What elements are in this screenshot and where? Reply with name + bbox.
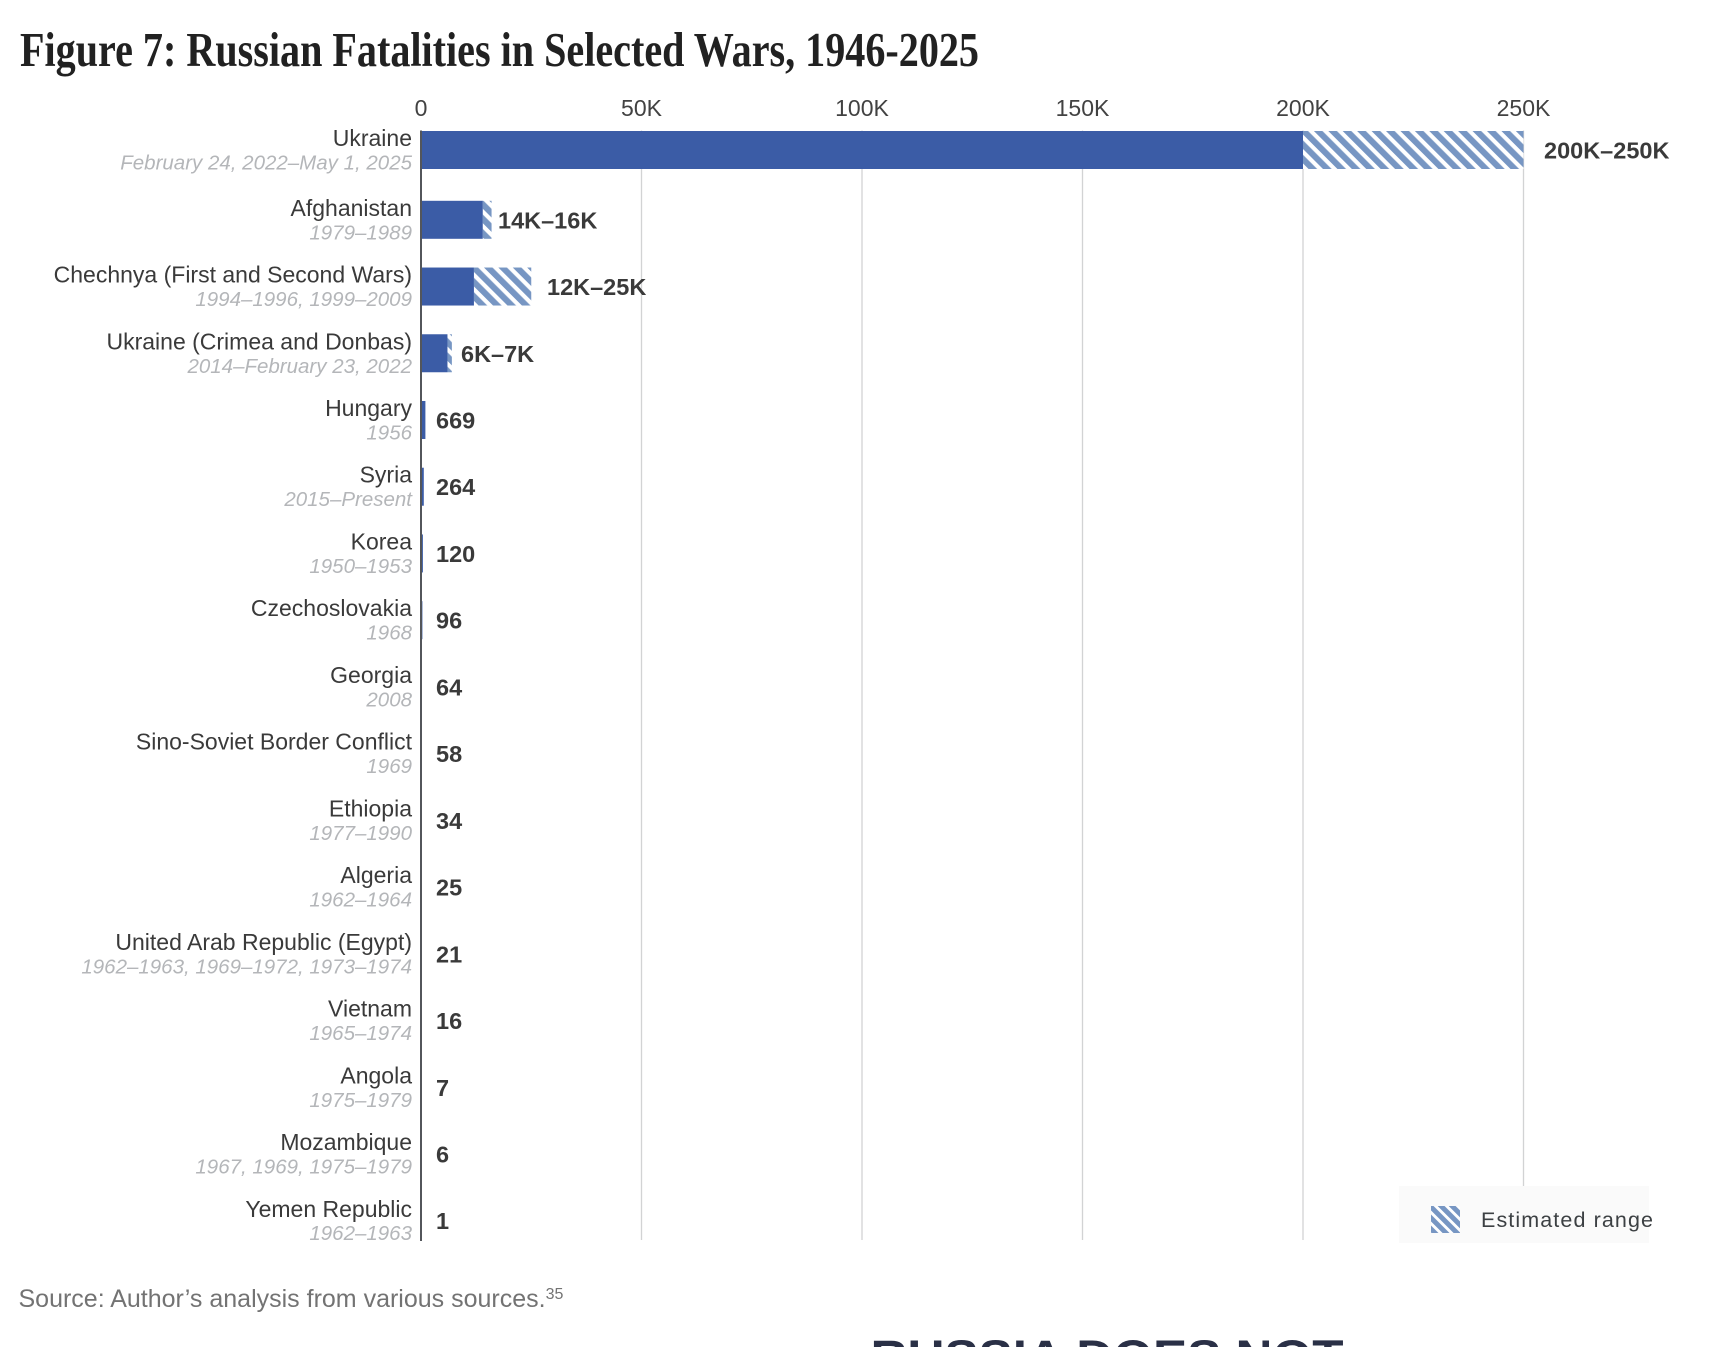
svg-text:6: 6 [436, 1142, 449, 1168]
svg-text:1962–1964: 1962–1964 [309, 889, 412, 912]
svg-text:12K–25K: 12K–25K [547, 274, 646, 300]
svg-text:1: 1 [436, 1208, 449, 1234]
svg-text:1956: 1956 [366, 422, 412, 445]
svg-text:Afghanistan: Afghanistan [291, 195, 412, 221]
svg-text:34: 34 [436, 808, 462, 834]
svg-text:1975–1979: 1975–1979 [309, 1089, 412, 1112]
svg-text:1967, 1969, 1975–1979: 1967, 1969, 1975–1979 [195, 1156, 412, 1179]
svg-text:1950–1953: 1950–1953 [309, 555, 412, 578]
svg-text:120: 120 [436, 541, 475, 567]
svg-text:RUSSIA DOES NOT: RUSSIA DOES NOT [871, 1331, 1344, 1347]
svg-text:1962–1963: 1962–1963 [309, 1222, 412, 1245]
svg-text:1969: 1969 [366, 755, 412, 778]
svg-text:50K: 50K [621, 95, 663, 121]
svg-text:7: 7 [436, 1075, 449, 1101]
svg-text:1962–1963, 1969–1972, 1973–197: 1962–1963, 1969–1972, 1973–1974 [81, 955, 412, 978]
svg-text:1977–1990: 1977–1990 [309, 822, 412, 845]
svg-text:Estimated range: Estimated range [1481, 1208, 1654, 1232]
svg-text:2015–Present: 2015–Present [283, 488, 413, 511]
svg-text:Mozambique: Mozambique [280, 1129, 412, 1155]
svg-text:Figure 7: Russian Fatalities i: Figure 7: Russian Fatalities in Selected… [20, 22, 979, 77]
svg-text:100K: 100K [835, 95, 889, 121]
svg-text:United Arab Republic (Egypt): United Arab Republic (Egypt) [115, 929, 412, 955]
svg-text:Vietnam: Vietnam [328, 996, 412, 1022]
svg-text:Ukraine (Crimea and Donbas): Ukraine (Crimea and Donbas) [106, 328, 412, 354]
svg-text:1968: 1968 [366, 622, 412, 645]
svg-text:200K: 200K [1276, 95, 1330, 121]
svg-text:0: 0 [415, 95, 428, 121]
svg-text:Syria: Syria [360, 462, 413, 488]
svg-text:Czechoslovakia: Czechoslovakia [251, 595, 412, 621]
svg-text:February 24, 2022–May 1, 2025: February 24, 2022–May 1, 2025 [120, 152, 412, 175]
svg-text:Chechnya (First and Second War: Chechnya (First and Second Wars) [54, 262, 412, 288]
svg-text:64: 64 [436, 674, 462, 700]
svg-text:6K–7K: 6K–7K [461, 341, 534, 367]
svg-text:25: 25 [436, 875, 462, 901]
svg-text:2014–February 23, 2022: 2014–February 23, 2022 [186, 355, 412, 378]
svg-text:Hungary: Hungary [325, 395, 412, 421]
svg-text:Korea: Korea [351, 529, 413, 555]
svg-text:Source: Author’s analysis from: Source: Author’s analysis from various s… [19, 1285, 564, 1313]
svg-text:Georgia: Georgia [330, 662, 412, 688]
svg-text:96: 96 [436, 608, 462, 634]
svg-text:Angola: Angola [340, 1062, 412, 1088]
svg-text:14K–16K: 14K–16K [498, 207, 597, 233]
svg-text:Algeria: Algeria [340, 862, 412, 888]
svg-text:Ethiopia: Ethiopia [329, 795, 412, 821]
svg-text:250K: 250K [1497, 95, 1551, 121]
svg-text:1979–1989: 1979–1989 [309, 221, 412, 244]
svg-text:Ukraine: Ukraine [333, 125, 412, 151]
svg-text:1965–1974: 1965–1974 [309, 1022, 412, 1045]
svg-text:Yemen Republic: Yemen Republic [245, 1196, 412, 1222]
svg-text:21: 21 [436, 941, 462, 967]
svg-text:2008: 2008 [365, 688, 412, 711]
svg-text:Sino-Soviet Border Conflict: Sino-Soviet Border Conflict [136, 729, 413, 755]
svg-text:264: 264 [436, 474, 475, 500]
svg-text:16: 16 [436, 1008, 462, 1034]
svg-text:58: 58 [436, 741, 462, 767]
svg-text:150K: 150K [1056, 95, 1110, 121]
svg-text:200K–250K: 200K–250K [1544, 138, 1669, 164]
svg-text:669: 669 [436, 408, 475, 434]
svg-text:1994–1996, 1999–2009: 1994–1996, 1999–2009 [195, 288, 412, 311]
